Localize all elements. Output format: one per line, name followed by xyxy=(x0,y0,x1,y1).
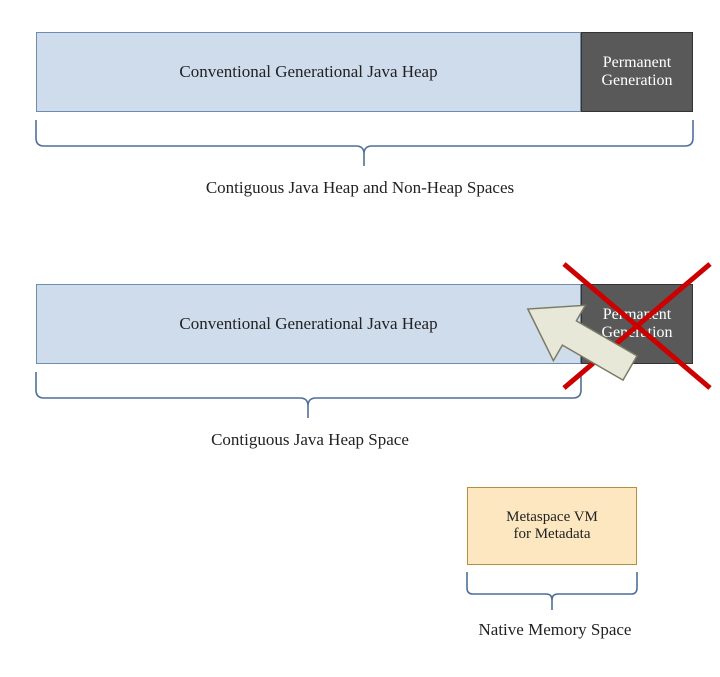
permgen-label-1: Permanent Generation xyxy=(601,54,672,90)
caption-3: Native Memory Space xyxy=(470,620,640,640)
heap-box-2: Conventional Generational Java Heap xyxy=(36,284,581,364)
permgen-box-2: Permanent Generation xyxy=(581,284,693,364)
heap-label-2: Conventional Generational Java Heap xyxy=(179,314,437,334)
permgen-box-1: Permanent Generation xyxy=(581,32,693,112)
metaspace-label: Metaspace VM for Metadata xyxy=(506,509,598,543)
diagram-container: Conventional Generational Java Heap Perm… xyxy=(0,0,720,677)
brace-3 xyxy=(467,572,637,610)
metaspace-box: Metaspace VM for Metadata xyxy=(467,487,637,565)
heap-box-1: Conventional Generational Java Heap xyxy=(36,32,581,112)
heap-label-1: Conventional Generational Java Heap xyxy=(179,62,437,82)
permgen-label-2: Permanent Generation xyxy=(601,306,672,342)
brace-1 xyxy=(36,120,693,166)
caption-2: Contiguous Java Heap Space xyxy=(180,430,440,450)
caption-1: Contiguous Java Heap and Non-Heap Spaces xyxy=(170,178,550,198)
brace-2 xyxy=(36,372,581,418)
